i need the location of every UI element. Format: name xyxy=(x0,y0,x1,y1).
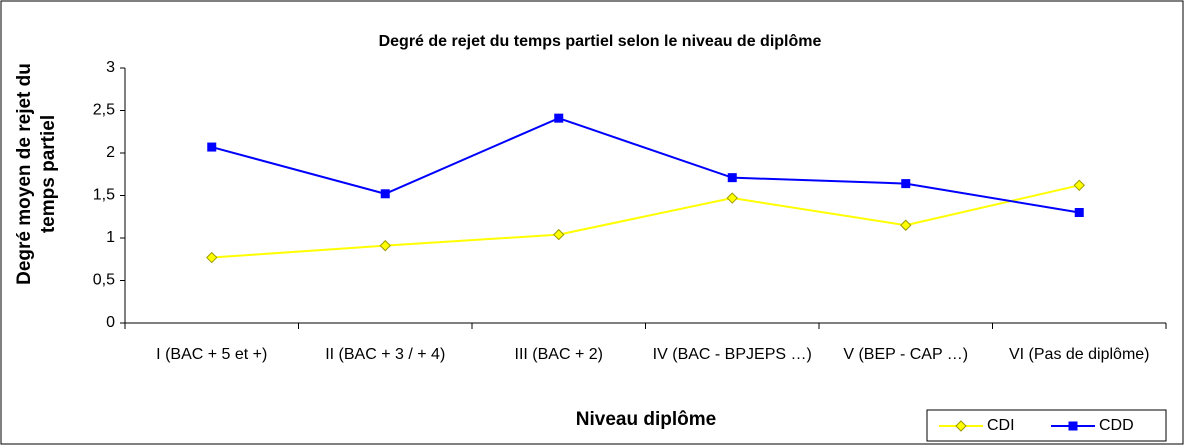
legend-marker xyxy=(1068,421,1078,431)
legend-label: CDD xyxy=(1099,417,1134,434)
data-point xyxy=(900,219,912,231)
data-point xyxy=(727,173,737,183)
y-tick-label: 1,5 xyxy=(93,187,115,204)
data-point xyxy=(901,179,911,189)
data-point xyxy=(1074,208,1084,217)
data-point xyxy=(726,192,738,204)
series-line xyxy=(211,184,1080,259)
data-point xyxy=(380,189,390,199)
y-axis-label: Degré moyen de rejet du temps partiel xyxy=(14,63,59,285)
y-tick-label: 3 xyxy=(106,59,115,76)
data-point xyxy=(379,239,391,252)
x-tick-label: I (BAC + 5 et +) xyxy=(156,346,268,363)
legend-label: CDI xyxy=(987,417,1015,434)
series-line xyxy=(211,117,1080,214)
y-tick-label: 0,5 xyxy=(93,272,115,289)
x-tick-label: III (BAC + 2) xyxy=(514,346,603,363)
data-point xyxy=(1073,179,1085,192)
x-tick-label: IV (BAC - BPJEPS …) xyxy=(652,346,812,363)
legend-marker xyxy=(955,420,967,432)
x-tick-label: V (BEP - CAP …) xyxy=(843,346,969,363)
x-tick-label: VI (Pas de diplôme) xyxy=(1008,346,1150,363)
x-tick-label: II (BAC + 3 / + 4) xyxy=(325,346,446,363)
chart-title: Degré de rejet du temps partiel selon le… xyxy=(379,33,822,50)
data-point xyxy=(553,228,565,241)
data-point xyxy=(207,142,217,152)
y-tick-label: 2,5 xyxy=(93,102,115,119)
data-point xyxy=(554,113,564,123)
y-tick-label: 0 xyxy=(106,314,115,331)
y-tick-label: 1 xyxy=(106,229,115,246)
data-point xyxy=(206,251,218,264)
y-tick-label: 2 xyxy=(106,144,115,161)
x-axis-label: Niveau diplôme xyxy=(576,409,716,430)
